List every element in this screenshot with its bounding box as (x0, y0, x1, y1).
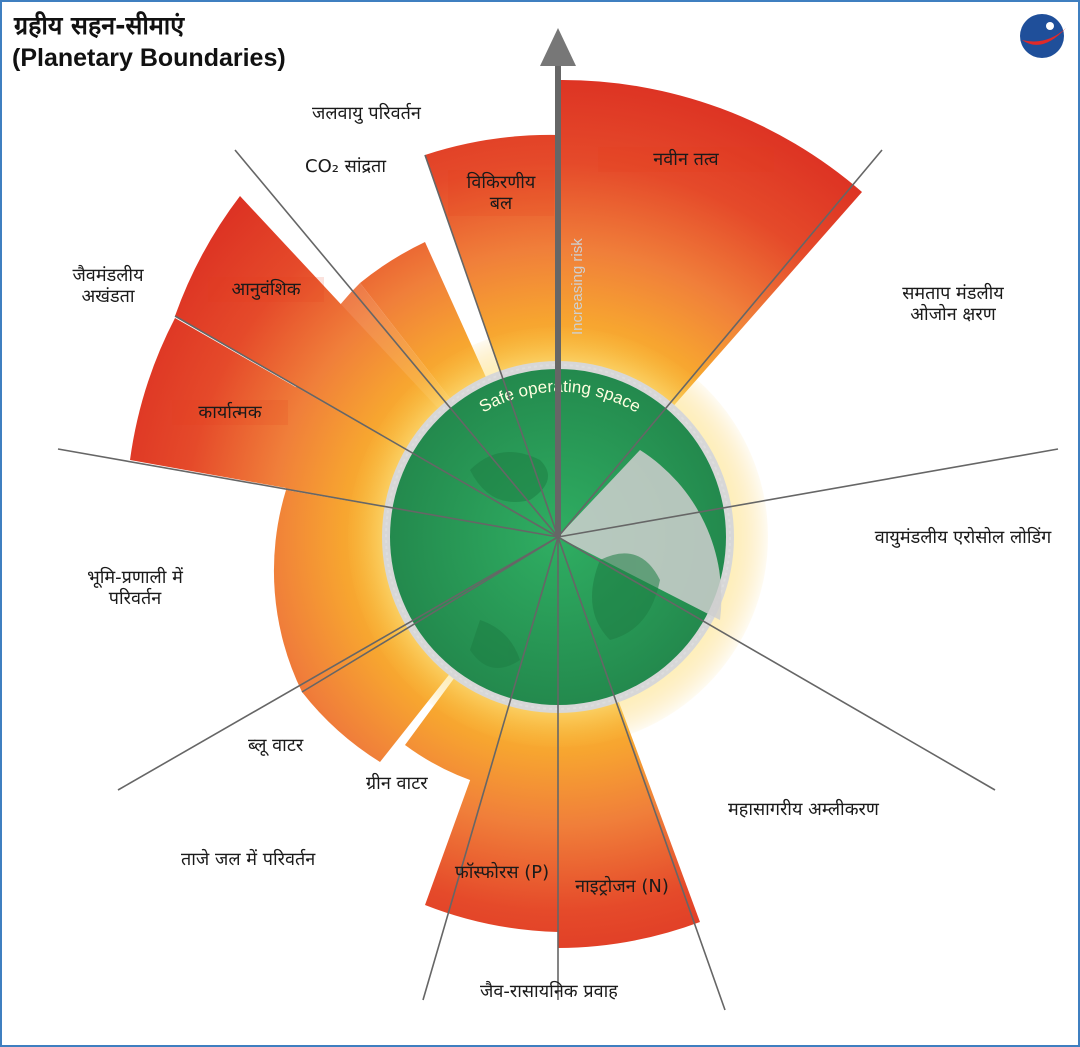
label-nitrogen: नाइट्रोजन (N) (575, 876, 669, 897)
label-biochemical: जैव-रासायनिक प्रवाह (480, 981, 618, 1002)
label-land-system: भूमि-प्रणाली में परिवर्तन (87, 567, 183, 609)
label-climate-change: जलवायु परिवर्तन (312, 103, 421, 124)
title-english: (Planetary Boundaries) (12, 44, 286, 72)
label-co2: CO₂ सांद्रता (305, 156, 386, 177)
grey-segment (558, 450, 722, 620)
divider-lines (57, 149, 1059, 1011)
label-genetic: आनुवंशिक (208, 277, 324, 302)
title-hindi: ग्रहीय सहन-सीमाएं (14, 11, 185, 40)
label-phosphorus: फॉस्फोरस (P) (454, 862, 550, 883)
label-novel-entities: नवीन तत्व (598, 147, 774, 172)
continents (470, 452, 660, 668)
risk-axis-label: Increasing risk (569, 238, 586, 335)
label-aerosol: वायुमंडलीय एरोसोल लोडिंग (874, 527, 1052, 548)
label-ocean-acid: महासागरीय अम्लीकरण (728, 799, 879, 820)
label-freshwater: ताजे जल में परिवर्तन (181, 849, 316, 870)
label-green-water: ग्रीन वाटर (366, 773, 428, 794)
risk-arrow (540, 28, 576, 537)
label-biosphere: जैवमंडलीय अखंडता (72, 265, 144, 307)
label-blue-water: ब्लू वाटर (248, 735, 304, 756)
label-functional: कार्यात्मक (172, 400, 288, 425)
brand-logo-icon (1020, 14, 1066, 58)
label-radiative: विकिरणीय बल (448, 170, 554, 216)
label-ozone: समताप मंडलीय ओजोन क्षरण (902, 283, 1004, 325)
